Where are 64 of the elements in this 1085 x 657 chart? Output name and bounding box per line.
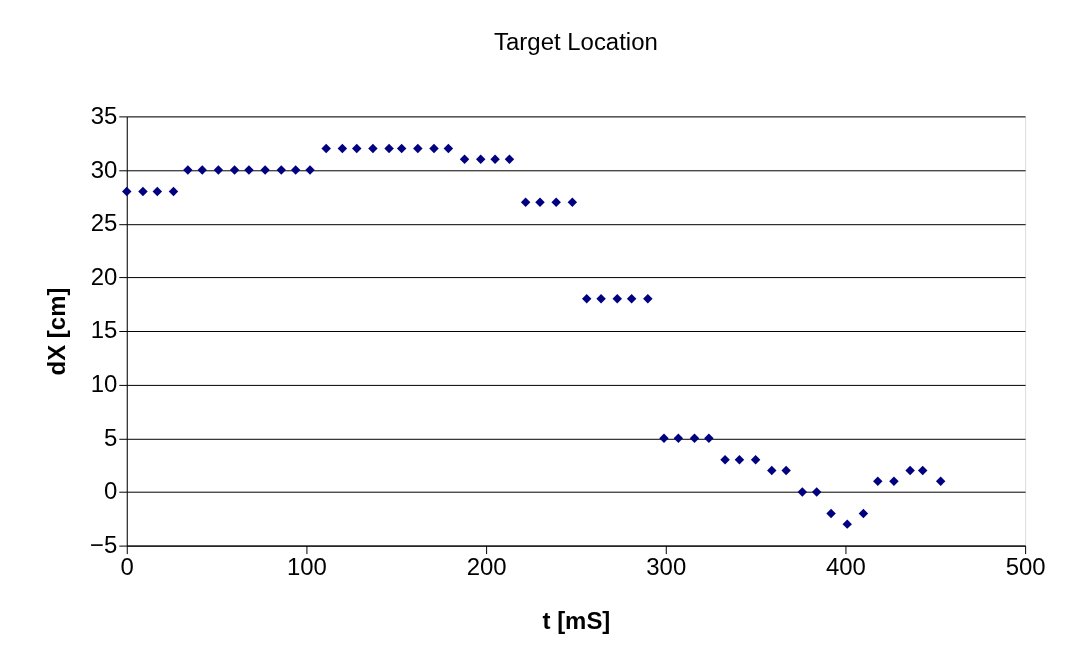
point bbox=[138, 186, 148, 197]
point bbox=[673, 433, 684, 444]
x-tick-label: 100 bbox=[286, 553, 327, 581]
point bbox=[229, 165, 240, 175]
y-tick-label: 10 bbox=[90, 370, 118, 398]
point bbox=[490, 154, 500, 165]
point bbox=[858, 508, 869, 519]
y-tick-label: 20 bbox=[90, 262, 118, 290]
point bbox=[842, 519, 852, 529]
point bbox=[337, 143, 348, 154]
point bbox=[659, 433, 669, 444]
point bbox=[612, 294, 622, 304]
point bbox=[384, 143, 394, 154]
point bbox=[152, 186, 163, 197]
y-tick-label: 25 bbox=[90, 209, 118, 237]
y-tick-label: −5 bbox=[89, 531, 118, 559]
point bbox=[321, 143, 331, 154]
point bbox=[368, 143, 378, 154]
point bbox=[917, 465, 928, 476]
point bbox=[276, 165, 287, 175]
point bbox=[689, 433, 700, 444]
point bbox=[429, 143, 439, 154]
x-tick-label: 200 bbox=[466, 553, 507, 581]
point bbox=[643, 294, 653, 304]
point bbox=[734, 455, 745, 465]
point bbox=[581, 294, 592, 304]
point bbox=[213, 165, 224, 175]
point bbox=[443, 143, 454, 154]
point bbox=[720, 455, 730, 465]
point bbox=[905, 465, 915, 476]
point bbox=[413, 143, 423, 154]
point bbox=[935, 476, 946, 486]
point bbox=[767, 465, 777, 476]
point bbox=[396, 143, 407, 154]
point bbox=[551, 197, 561, 207]
point bbox=[626, 294, 637, 304]
point bbox=[520, 197, 531, 207]
point bbox=[504, 154, 515, 165]
point bbox=[811, 487, 822, 497]
y-tick-label: 15 bbox=[90, 316, 118, 344]
point bbox=[750, 455, 761, 465]
point bbox=[596, 294, 606, 304]
y-tick-label: 5 bbox=[103, 423, 118, 451]
y-tick-label: 30 bbox=[90, 155, 118, 183]
point bbox=[459, 154, 470, 165]
x-tick-label: 500 bbox=[1005, 553, 1046, 581]
x-tick-label: 400 bbox=[825, 553, 866, 581]
point bbox=[704, 433, 714, 444]
point bbox=[567, 197, 578, 207]
y-tick-label: 35 bbox=[90, 101, 118, 129]
point bbox=[290, 165, 301, 175]
point bbox=[797, 487, 808, 497]
x-axis-title: t [mS] bbox=[542, 606, 611, 634]
point bbox=[475, 154, 486, 165]
y-axis-title: dX [cm] bbox=[43, 287, 71, 376]
chart-title: Target Location bbox=[494, 27, 658, 55]
point bbox=[122, 186, 132, 197]
y-tick-label: 0 bbox=[103, 477, 118, 505]
point bbox=[781, 465, 791, 476]
point bbox=[826, 508, 836, 519]
point bbox=[168, 186, 179, 197]
point bbox=[873, 476, 883, 486]
point bbox=[352, 143, 362, 154]
x-tick-label: 300 bbox=[646, 553, 687, 581]
